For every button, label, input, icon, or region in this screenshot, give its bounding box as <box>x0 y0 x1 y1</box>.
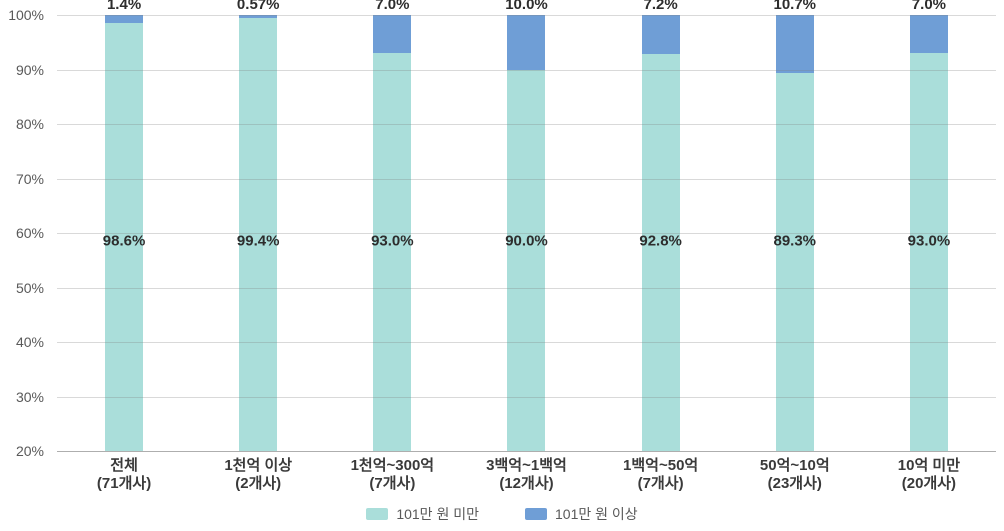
category-name: 10억 미만 <box>897 457 961 474</box>
gridline <box>57 178 996 180</box>
gridline <box>57 233 996 234</box>
legend-swatch <box>525 508 547 520</box>
y-tick-label: 40% <box>15 334 44 350</box>
stacked-bar <box>373 15 412 451</box>
bar-segment-under-101 <box>373 53 412 451</box>
category-name: 1천억~300억 <box>350 457 435 474</box>
y-axis: 20% 30% 40% 50% 60% 70% 80% 90% 100% <box>0 7 50 459</box>
bar-inside-value-label: 93.0% <box>907 232 951 250</box>
gridline <box>57 342 996 343</box>
bar-inside-value-label: 92.8% <box>639 232 682 250</box>
bar-segment-under-101 <box>909 53 948 451</box>
bar-inside-value-label: 98.6% <box>102 232 146 250</box>
legend-label: 101만 원 이상 <box>555 506 638 522</box>
bar-inside-value-label: 90.0% <box>505 232 548 250</box>
y-tick-label: 60% <box>15 225 44 241</box>
bar-segment-under-101 <box>105 22 144 451</box>
bar-column: 7.0% 93.0% <box>862 0 996 451</box>
category-count: (20개사) <box>901 475 957 492</box>
bar-segment-over-101 <box>507 15 546 70</box>
bar-column: 7.2% 92.8% <box>594 0 728 451</box>
stacked-bar <box>641 15 680 451</box>
bar-top-value-label: 0.57% <box>236 0 280 13</box>
bar-segment-over-101 <box>909 15 948 54</box>
y-tick-label: 70% <box>15 170 44 187</box>
bar-segment-under-101 <box>775 73 814 451</box>
x-tick-label: 1백억~50억 (7개사) <box>594 457 728 493</box>
bar-top-value-label: 7.0% <box>375 0 410 13</box>
stacked-bar <box>239 15 278 451</box>
gridline <box>57 287 996 289</box>
stacked-bar <box>909 15 948 451</box>
bar-column: 10.0% 90.0% <box>459 0 593 451</box>
category-name: 전체 <box>110 457 138 474</box>
category-name: 1백억~50억 <box>623 457 699 474</box>
y-tick-label: 50% <box>15 279 44 296</box>
bar-top-value-label: 1.4% <box>106 0 142 13</box>
bar-segment-under-101 <box>239 18 278 451</box>
legend: 101만 원 미만 101만 원 이상 <box>0 504 1004 524</box>
bar-segment-over-101 <box>641 15 680 55</box>
bar-segment-over-101 <box>239 15 278 19</box>
stacked-bar <box>105 15 144 451</box>
x-tick-label: 전체 (71개사) <box>57 457 191 493</box>
bar-inside-value-label: 93.0% <box>371 232 414 250</box>
x-tick-label: 3백억~1백억 (12개사) <box>459 457 593 493</box>
category-name: 50억~10억 <box>759 457 830 474</box>
category-count: (23개사) <box>767 475 822 492</box>
bar-inside-value-label: 99.4% <box>236 232 280 250</box>
y-tick-label: 100% <box>8 7 44 23</box>
category-name: 1천억 이상 <box>224 457 293 474</box>
legend-item: 101만 원 미만 <box>366 504 479 524</box>
gridline <box>57 15 996 16</box>
category-count: (7개사) <box>369 475 416 492</box>
y-tick-label: 30% <box>15 388 44 405</box>
stacked-bar <box>775 15 814 451</box>
gridline <box>57 124 996 125</box>
bar-top-value-label: 7.2% <box>643 0 678 13</box>
bar-top-value-label: 7.0% <box>911 0 947 13</box>
x-axis: 전체 (71개사) 1천억 이상 (2개사) 1천억~300억 (7개사) 3백억~1백억(… <box>57 457 996 493</box>
y-tick-label: 90% <box>15 61 44 78</box>
plot-area: 1.4% 98.6% 0.57% 99.4% 7.0% 93.0% 10.0% 90.0% 7.… <box>57 0 996 452</box>
category-count: (2개사) <box>235 475 282 492</box>
bar-column: 10.7% 89.3% <box>728 0 862 451</box>
bar-columns: 1.4% 98.6% 0.57% 99.4% 7.0% 93.0% 10.0% 90.0% 7.… <box>57 0 996 451</box>
gridline <box>57 396 996 398</box>
y-tick-label: 20% <box>15 443 44 459</box>
category-count: (71개사) <box>96 475 152 492</box>
legend-swatch <box>366 508 389 520</box>
bar-segment-over-101 <box>775 15 814 74</box>
bar-segment-under-101 <box>507 69 546 451</box>
bar-segment-over-101 <box>105 15 144 23</box>
bar-segment-over-101 <box>373 15 412 54</box>
bar-top-value-label: 10.0% <box>505 0 548 13</box>
x-axis-baseline <box>57 451 996 452</box>
category-count: (12개사) <box>499 475 554 492</box>
bar-column: 1.4% 98.6% <box>57 0 191 451</box>
gridline <box>57 69 996 71</box>
legend-label: 101만 원 미만 <box>396 506 479 522</box>
x-tick-label: 1천억 이상 (2개사) <box>191 457 325 493</box>
x-tick-label: 10억 미만 (20개사) <box>862 457 996 493</box>
bar-top-value-label: 10.7% <box>773 0 817 13</box>
x-tick-label: 50억~10억 (23개사) <box>728 457 862 493</box>
x-tick-label: 1천억~300억 (7개사) <box>325 457 459 493</box>
bar-inside-value-label: 89.3% <box>773 232 817 250</box>
bar-column: 7.0% 93.0% <box>325 0 459 451</box>
bar-column: 0.57% 99.4% <box>191 0 325 451</box>
y-tick-label: 80% <box>15 116 44 132</box>
legend-item: 101만 원 이상 <box>525 504 638 524</box>
stacked-bar <box>507 15 546 451</box>
bar-segment-under-101 <box>641 54 680 451</box>
category-name: 3백억~1백억 <box>486 457 567 474</box>
category-count: (7개사) <box>637 475 684 492</box>
